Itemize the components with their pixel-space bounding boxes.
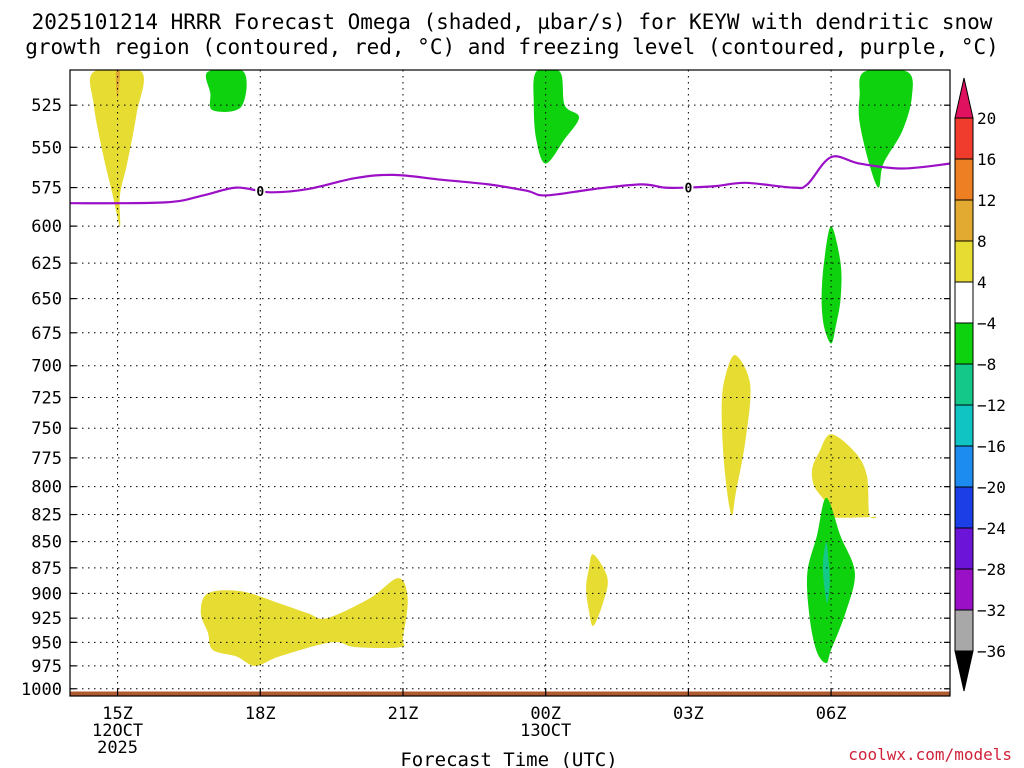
y-tick-label: 850 (31, 533, 62, 553)
colorbar-label: 12 (977, 191, 996, 210)
colorbar-bin (954, 404, 974, 447)
colorbar-label: 16 (977, 150, 996, 169)
colorbar-bin (954, 281, 974, 324)
y-tick-label: 725 (31, 389, 62, 409)
omega-region-1 (115, 70, 121, 98)
y-tick-label: 800 (31, 478, 62, 498)
colorbar-label: −20 (977, 478, 1006, 497)
colorbar-bin (954, 445, 974, 488)
x-tick-label: 15Z (102, 704, 133, 724)
x-tick-label: 18Z (245, 704, 276, 724)
colorbar-bin (954, 363, 974, 406)
y-tick-label: 600 (31, 217, 62, 237)
y-tick-label: 825 (31, 506, 62, 526)
freezing-label-bg (255, 182, 266, 199)
y-tick-label: 650 (31, 290, 62, 310)
colorbar-label: −32 (977, 601, 1006, 620)
colorbar-bin (954, 486, 974, 529)
chart-title-line1: 2025101214 HRRR Forecast Omega (shaded, … (32, 10, 993, 34)
surface-band (70, 691, 950, 696)
colorbar-label: −36 (977, 642, 1006, 661)
chart-title-line2: growth region (contoured, red, °C) and f… (25, 35, 999, 59)
y-tick-label: 950 (31, 633, 62, 653)
colorbar-label: −24 (977, 519, 1006, 538)
gridlines (70, 70, 950, 696)
colorbar-bin (954, 322, 974, 365)
omega-region-5 (821, 226, 842, 344)
colorbar-bin (954, 158, 974, 201)
freezing-level-label: 0 (256, 185, 264, 200)
y-tick-label: 575 (31, 179, 62, 199)
omega-region-7 (811, 434, 877, 519)
omega-region-4 (858, 70, 913, 188)
x-tick-label: 21Z (388, 704, 419, 724)
omega-region-6 (721, 355, 751, 516)
colorbar-label: −12 (977, 396, 1006, 415)
colorbar-bin (954, 568, 974, 611)
y-tick-label: 525 (31, 96, 62, 116)
omega-region-10 (586, 554, 608, 627)
y-tick-label: 675 (31, 324, 62, 344)
omega-region-0 (89, 70, 144, 227)
surface-terrain (70, 691, 950, 696)
freezing-level-label: 0 (684, 182, 692, 197)
x-tick-label: 12OCT (92, 721, 143, 741)
x-axis-title: Forecast Time (UTC) (400, 749, 617, 768)
omega-shading (89, 70, 913, 666)
colorbar-bottom-triangle (954, 650, 974, 692)
y-tick-label: 875 (31, 559, 62, 579)
y-tick-label: 775 (31, 449, 62, 469)
x-tick-label: 13OCT (520, 721, 571, 741)
colorbar-label: −28 (977, 560, 1006, 579)
plot-frame (69, 69, 951, 697)
freezing-level-line (70, 155, 950, 205)
colorbar-label: −4 (977, 314, 996, 333)
colorbar-label: −16 (977, 437, 1006, 456)
colorbar-bin (954, 240, 974, 283)
colorbar-bin (954, 527, 974, 570)
colorbar: 20 16 12 8 4 −4 −8 −12 −16 −20 −24 −28 −32 −36 (954, 77, 1006, 692)
y-tick-label: 975 (31, 657, 62, 677)
colorbar-label: 20 (977, 109, 996, 128)
y-tick-label: 900 (31, 584, 62, 604)
y-axis: 525 550 575 600 625 650 675 700 725 750 775 800 825 8… (21, 96, 950, 700)
freezing-label-bg (683, 179, 694, 196)
colorbar-label: 4 (977, 273, 987, 292)
y-tick-label: 925 (31, 609, 62, 629)
omega-region-9 (822, 541, 830, 604)
x-tick-label: 2025 (97, 738, 138, 758)
colorbar-bin (954, 609, 974, 652)
y-tick-label: 750 (31, 419, 62, 439)
credit-link[interactable]: coolwx.com/models (848, 745, 1012, 764)
y-tick-label: 625 (31, 254, 62, 274)
y-tick-label: 550 (31, 138, 62, 158)
y-tick-label: 1000 (21, 680, 62, 700)
omega-region-3 (533, 70, 579, 164)
omega-region-2 (205, 70, 247, 112)
colorbar-label: 8 (977, 232, 987, 251)
x-tick-label: 00Z (530, 704, 561, 724)
x-tick-label: 03Z (673, 704, 704, 724)
omega-region-11 (200, 578, 408, 666)
colorbar-label: −8 (977, 355, 996, 374)
colorbar-bin (954, 117, 974, 160)
colorbar-bin (954, 199, 974, 242)
y-tick-label: 700 (31, 357, 62, 377)
x-tick-label: 06Z (816, 704, 847, 724)
colorbar-top-triangle (954, 77, 974, 119)
